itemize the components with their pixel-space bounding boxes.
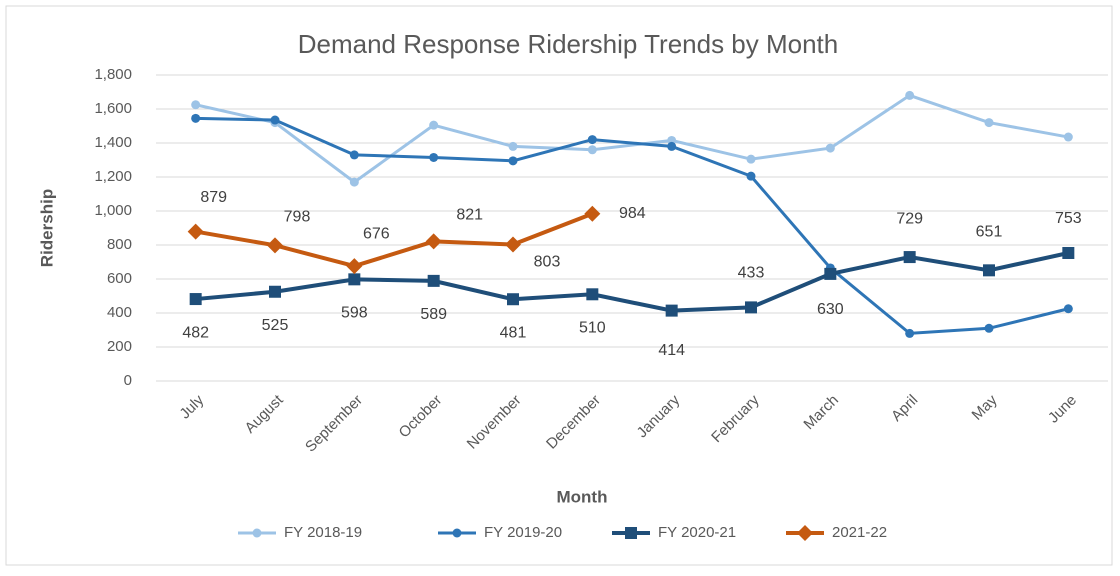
data-label: 589	[420, 306, 447, 323]
marker	[427, 274, 440, 287]
marker	[983, 264, 995, 277]
marker	[187, 223, 204, 240]
data-label: 598	[341, 305, 368, 322]
data-label: 729	[896, 210, 923, 227]
y-axis-title: Ridership	[37, 189, 56, 267]
marker	[505, 236, 521, 253]
marker	[745, 301, 757, 314]
data-label: 821	[456, 207, 483, 224]
series-line	[195, 116, 1069, 335]
legend-label: 2021-22	[832, 524, 887, 541]
marker	[746, 171, 756, 181]
data-label: 984	[619, 205, 646, 222]
marker	[349, 177, 359, 187]
legend-label: FY 2019-20	[484, 524, 562, 541]
marker	[1063, 304, 1073, 314]
marker	[746, 154, 756, 164]
data-label: 414	[658, 342, 685, 359]
data-label: 510	[579, 320, 606, 337]
marker	[824, 267, 837, 280]
legend-marker	[252, 528, 262, 538]
marker	[1062, 246, 1075, 259]
legend-marker	[452, 528, 462, 538]
data-label: 676	[363, 225, 390, 242]
series-line	[195, 211, 594, 269]
marker	[584, 205, 601, 222]
marker	[348, 273, 361, 286]
marker	[903, 251, 916, 264]
marker	[587, 145, 597, 155]
marker	[425, 233, 442, 250]
data-label: 798	[284, 209, 311, 226]
marker	[905, 328, 915, 338]
marker	[1063, 132, 1073, 142]
marker	[191, 100, 201, 110]
data-label: 525	[262, 317, 289, 334]
chart-border	[5, 5, 1113, 566]
legend-label: FY 2020-21	[658, 524, 736, 541]
marker	[189, 293, 202, 306]
data-label: 879	[200, 189, 227, 206]
x-axis-title: Month	[557, 487, 608, 506]
data-label: 481	[500, 324, 527, 341]
legend-marker	[797, 525, 813, 541]
y-tick-label: 600	[107, 270, 132, 287]
marker	[905, 90, 915, 100]
data-label: 651	[976, 224, 1003, 241]
data-label: 753	[1055, 210, 1082, 227]
legend-label: FY 2018-19	[284, 524, 362, 541]
marker	[508, 141, 518, 151]
y-tick-label: 400	[107, 304, 132, 321]
marker	[586, 288, 599, 301]
marker	[665, 304, 678, 317]
marker	[269, 285, 281, 298]
chart-title: Demand Response Ridership Trends by Mont…	[298, 29, 839, 59]
data-label: 433	[738, 265, 765, 282]
marker	[984, 323, 994, 333]
y-tick-label: 200	[107, 338, 132, 355]
marker	[587, 135, 597, 145]
marker	[349, 150, 359, 160]
y-tick-label: 1,000	[94, 202, 132, 219]
marker	[429, 152, 439, 162]
y-tick-label: 1,800	[94, 66, 132, 83]
marker	[984, 118, 994, 128]
marker	[825, 143, 835, 153]
marker	[346, 258, 363, 275]
series-line	[195, 251, 1069, 313]
marker	[508, 156, 518, 166]
marker	[267, 237, 283, 254]
marker	[191, 113, 201, 123]
series-line	[195, 93, 1069, 184]
y-tick-label: 1,600	[94, 100, 132, 117]
marker	[667, 141, 677, 151]
marker	[270, 115, 280, 125]
legend-marker	[625, 527, 637, 539]
marker	[507, 293, 519, 306]
y-tick-label: 1,200	[94, 168, 132, 185]
data-label: 630	[817, 301, 844, 318]
marker	[429, 120, 439, 130]
y-tick-label: 1,400	[94, 134, 132, 151]
data-label: 803	[534, 254, 561, 271]
data-label: 482	[182, 324, 209, 341]
y-tick-label: 800	[107, 236, 132, 253]
y-tick-label: 0	[124, 372, 132, 389]
